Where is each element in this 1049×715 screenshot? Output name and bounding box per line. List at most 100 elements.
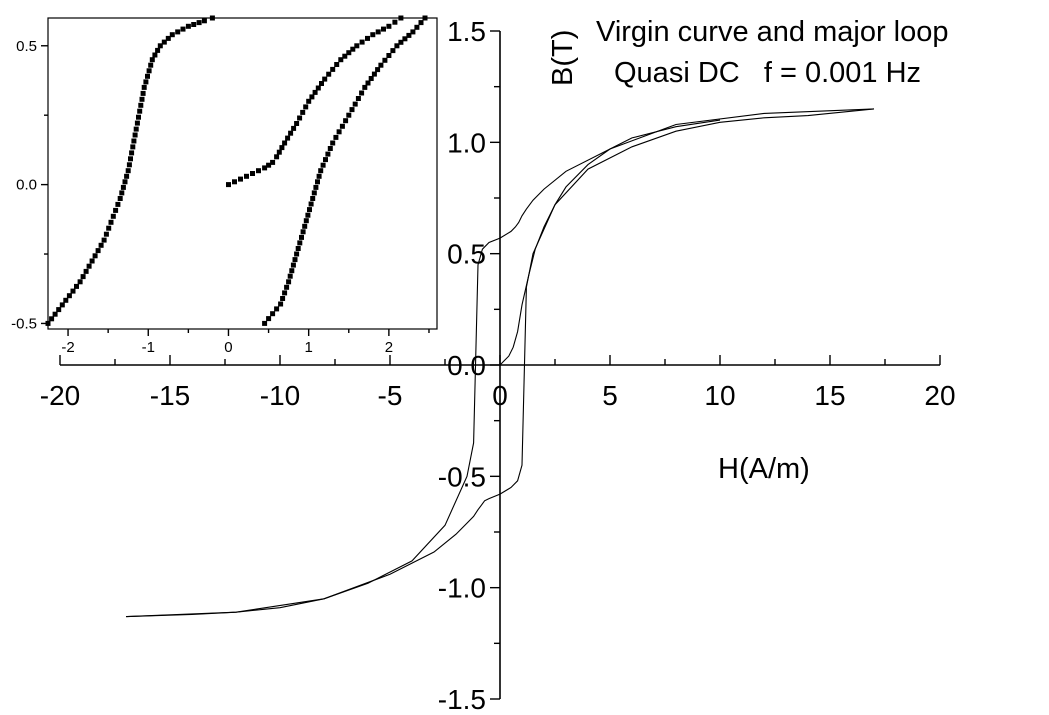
- x-tick-label: 5: [602, 380, 618, 411]
- inset-descending-point: [131, 138, 137, 144]
- annotation-title: Virgin curve and major loop: [596, 16, 949, 48]
- inset-descending-point: [66, 293, 72, 299]
- virgin-curve: [499, 119, 721, 366]
- inset-virgin-point: [306, 98, 312, 104]
- inset-descending-point: [120, 184, 126, 190]
- x-tick-label: -20: [40, 380, 80, 411]
- inset-virgin-point: [330, 66, 336, 72]
- inset-virgin-point: [262, 165, 268, 171]
- inset-virgin-point: [244, 173, 249, 179]
- main-curves: [125, 108, 875, 618]
- y-tick-label: -1.5: [438, 684, 486, 715]
- x-tick-label: 15: [814, 380, 845, 411]
- inset-virgin-point: [291, 125, 297, 131]
- inset-virgin-point: [270, 159, 276, 165]
- inset-descending-point: [63, 297, 69, 303]
- inset-x-tick-label: 2: [385, 339, 393, 356]
- inset-virgin-point: [288, 130, 294, 136]
- inset-ascending-point: [390, 48, 396, 54]
- inset-descending-point: [89, 258, 95, 264]
- inset-virgin-point: [266, 162, 272, 168]
- inset-ascending-point: [289, 268, 295, 274]
- inset-ascending-point: [270, 311, 276, 317]
- inset-ascending-point: [280, 296, 286, 301]
- inset-frame: [47, 17, 438, 330]
- inset-virgin-point: [338, 57, 344, 63]
- inset-virgin-point: [354, 43, 360, 49]
- inset-ascending-point: [406, 32, 412, 38]
- inset-ascending-point: [290, 262, 296, 268]
- y-axis-label: B(T): [547, 30, 579, 86]
- x-tick-label: 20: [924, 380, 955, 411]
- inset-ascending-point: [292, 257, 298, 263]
- inset-descending-point: [129, 150, 135, 156]
- inset-virgin-point: [294, 121, 300, 126]
- inset-ascending-point: [371, 71, 377, 77]
- inset-ascending-point: [262, 320, 268, 326]
- inset-descending-point: [83, 268, 89, 274]
- inset-descending-point: [80, 274, 86, 280]
- inset-virgin-point: [398, 15, 404, 21]
- y-tick-label: -1.0: [438, 573, 486, 604]
- inset-virgin-point: [274, 154, 280, 160]
- inset-descending-point: [134, 120, 140, 126]
- x-tick-label: -10: [260, 380, 300, 411]
- inset-ascending-point: [365, 80, 371, 86]
- inset-ascending-point: [297, 240, 303, 246]
- inset-descending-point: [157, 43, 163, 49]
- inset-ascending-point: [398, 39, 404, 45]
- inset-virgin-point: [297, 115, 303, 121]
- x-tick-label: -5: [378, 380, 403, 411]
- inset-ascending-point: [375, 67, 381, 73]
- inset-descending-point: [148, 62, 154, 68]
- inset-virgin-point: [392, 19, 398, 25]
- inset-descending-point: [136, 114, 141, 120]
- inset-ascending-point: [307, 207, 312, 213]
- inset-ascending-point: [313, 184, 319, 190]
- inset-virgin-point: [342, 53, 348, 59]
- x-tick-label: 0: [492, 380, 508, 411]
- inset-virgin-point: [346, 50, 352, 56]
- inset-ascending-point: [402, 36, 408, 42]
- inset-descending-point: [49, 316, 55, 322]
- inset-virgin-point: [365, 35, 370, 41]
- inset-ascending-point: [333, 134, 339, 140]
- inset-ascending-point: [318, 168, 324, 174]
- inset-virgin-point: [326, 71, 332, 77]
- main-axes: -20 -15 -10 -5 0 5 10 15 20-1.5-1.0-0.50.00.51.0…: [40, 16, 956, 715]
- inset-ascending-point: [282, 290, 288, 296]
- inset-ascending-point: [305, 212, 311, 218]
- inset-ascending-point: [311, 190, 317, 196]
- inset-x-tick-label: 1: [304, 339, 312, 356]
- inset-virgin-point: [381, 26, 386, 32]
- inset-virgin-point: [276, 149, 282, 155]
- inset-descending-point: [130, 144, 136, 150]
- inset-virgin-point: [312, 89, 318, 95]
- inset-virgin-point: [232, 179, 237, 185]
- inset-descending-point: [124, 173, 130, 179]
- inset-ascending-point: [343, 118, 349, 124]
- inset-ascending-point: [327, 146, 333, 151]
- inset-virgin-point: [319, 81, 324, 86]
- x-axis-label: H(A/m): [718, 453, 810, 485]
- inset-virgin-point: [309, 94, 315, 100]
- inset-virgin-point: [300, 109, 306, 115]
- inset-ascending-point: [278, 301, 284, 307]
- inset-ascending-point: [266, 316, 272, 322]
- inset-virgin-point: [315, 85, 321, 91]
- inset-descending-point: [143, 79, 149, 85]
- inset-y-tick-label: -0.5: [11, 315, 37, 332]
- inset-descending-point: [175, 29, 181, 35]
- inset-ascending-point: [382, 57, 388, 63]
- inset-descending-point: [138, 102, 144, 108]
- inset-descending-point: [101, 237, 107, 243]
- inset-ascending-point: [362, 84, 368, 90]
- inset-ascending-point: [274, 306, 280, 312]
- inset-ascending-point: [330, 140, 336, 146]
- inset-ascending-point: [303, 218, 309, 224]
- inset-ascending-point: [368, 76, 374, 81]
- inset-descending-point: [52, 311, 58, 317]
- inset-descending-point: [113, 207, 119, 213]
- inset-ascending-point: [352, 101, 358, 107]
